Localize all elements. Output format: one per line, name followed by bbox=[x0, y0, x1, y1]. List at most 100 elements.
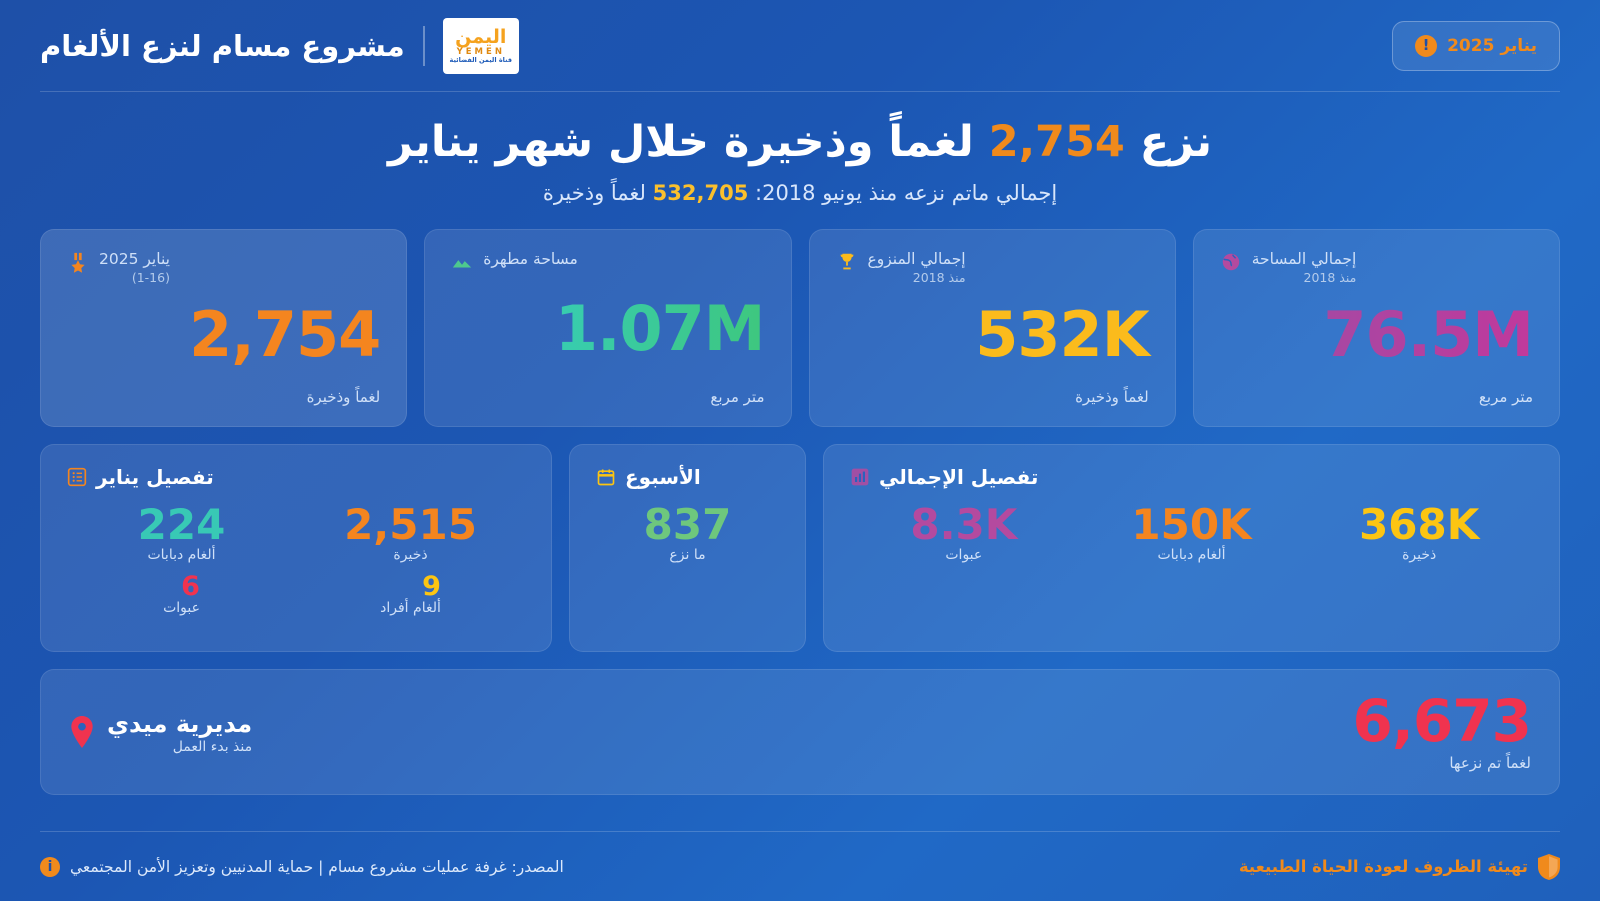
kpi-value: 1.07M bbox=[451, 297, 766, 360]
footer-source-text: المصدر: غرفة عمليات مشروع مسام | حماية ا… bbox=[70, 857, 564, 876]
district-banner: مديرية ميدي منذ بدء العمل 6,673 لغماً تم… bbox=[40, 669, 1560, 796]
panel-total-detail: تفصيل الإجمالي 368K ذخيرة 150K ألغام دبا… bbox=[823, 444, 1560, 653]
headline-prefix: نزع bbox=[1139, 117, 1213, 167]
kpi-value: 532K bbox=[975, 297, 1149, 371]
stat-label: عبوات bbox=[945, 546, 983, 563]
kpi-header-text: إجمالي المنزوع منذ 2018 bbox=[868, 250, 966, 285]
stat-cell: 368K ذخيرة bbox=[1305, 500, 1533, 563]
footer-slogan: تهيئة الظروف لعودة الحياة الطبيعية bbox=[1238, 853, 1560, 880]
kpi-value: 76.5M bbox=[1220, 303, 1534, 366]
kpi-value: 2,754 bbox=[189, 297, 381, 371]
district-subtitle: منذ بدء العمل bbox=[172, 738, 253, 755]
stat-label: ما نزع bbox=[669, 546, 706, 563]
stat-label: ذخيرة bbox=[393, 546, 428, 563]
stat-label: ذخيرة bbox=[1402, 546, 1437, 563]
kpi-title: إجمالي المساحة bbox=[1251, 250, 1357, 269]
kpi-card-january-2025: يناير 2025 (1-16) 2,754 لغماً وذخيرة bbox=[40, 229, 408, 428]
page-title: مشروع مسام لنزع الألغام bbox=[40, 28, 405, 63]
subheadline: إجمالي ماتم نزعه منذ يونيو 2018: 532,705… bbox=[40, 181, 1560, 205]
kpi-card-total-removed: إجمالي المنزوع منذ 2018 532K لغماً وذخير… bbox=[808, 229, 1176, 428]
kpi-header: إجمالي المساحة منذ 2018 bbox=[1220, 250, 1533, 285]
alert-icon: ! bbox=[1415, 34, 1438, 57]
page-header: اليمن YEMEN قناة اليمن الفضائية مشروع مس… bbox=[40, 0, 1560, 92]
kpi-title: مساحة مطهرة bbox=[483, 250, 578, 269]
panel-header: تفصيل الإجمالي bbox=[850, 465, 1533, 489]
logo-subtitle-text: قناة اليمن الفضائية bbox=[449, 56, 513, 64]
district-value: 6,673 bbox=[1352, 687, 1532, 756]
panel-header: الأسبوع bbox=[596, 465, 779, 489]
info-icon: i bbox=[40, 856, 60, 877]
stat-cell: 837 ما نزع bbox=[596, 503, 779, 563]
stat-value: 9 bbox=[422, 570, 441, 602]
kpi-unit: متر مربع bbox=[710, 388, 765, 407]
stat-cell: 150K ألغام دبابات bbox=[1078, 500, 1306, 563]
stat-cell: 2,515 ذخيرة 9 ألغام أفراد bbox=[296, 500, 525, 616]
stat-value: 224 bbox=[137, 500, 226, 550]
stat-value: 2,515 bbox=[344, 500, 477, 550]
kpi-header-text: إجمالي المساحة منذ 2018 bbox=[1252, 250, 1357, 285]
kpi-unit: متر مربع bbox=[1478, 388, 1533, 407]
kpi-header: إجمالي المنزوع منذ 2018 bbox=[836, 250, 1149, 285]
subheadline-highlight: 532,705 bbox=[652, 181, 749, 206]
district-title: مديرية ميدي bbox=[107, 710, 253, 739]
panel-week: الأسبوع 837 ما نزع bbox=[569, 444, 806, 653]
header-divider bbox=[422, 25, 425, 66]
panel-header: تفصيل يناير bbox=[67, 465, 525, 489]
shield-icon bbox=[1538, 853, 1560, 880]
mountain-icon bbox=[451, 251, 473, 273]
trophy-icon bbox=[836, 251, 858, 273]
stat-value: 6 bbox=[181, 570, 200, 602]
subheadline-suffix: لغماً وذخيرة bbox=[542, 181, 646, 206]
brand-block: اليمن YEMEN قناة اليمن الفضائية مشروع مس… bbox=[40, 17, 519, 74]
week-stats: 837 ما نزع bbox=[596, 503, 779, 563]
kpi-since: منذ 2018 bbox=[1303, 269, 1357, 285]
stat-value: 8.3K bbox=[910, 500, 1018, 550]
panel-title: تفصيل يناير bbox=[96, 465, 214, 490]
logo-english-text: YEMEN bbox=[456, 46, 505, 57]
kpi-title: إجمالي المنزوع bbox=[867, 250, 966, 269]
kpi-since: منذ 2018 bbox=[912, 269, 966, 285]
kpi-card-row: إجمالي المساحة منذ 2018 76.5M متر مربع إ… bbox=[40, 229, 1560, 428]
logo-arabic-text: اليمن bbox=[455, 25, 507, 48]
stat-cell: 224 ألغام دبابات 6 عبوات bbox=[67, 500, 296, 616]
globe-icon bbox=[1220, 251, 1242, 273]
kpi-header-text: مساحة مطهرة bbox=[483, 250, 578, 269]
kpi-header-text: يناير 2025 (1-16) bbox=[99, 250, 170, 285]
panel-title: الأسبوع bbox=[625, 465, 701, 490]
kpi-header: مساحة مطهرة bbox=[451, 250, 764, 273]
district-text-block: مديرية ميدي منذ بدء العمل bbox=[107, 710, 252, 755]
list-icon bbox=[67, 467, 87, 487]
stat-value: 368K bbox=[1359, 500, 1480, 550]
kpi-unit: لغماً وذخيرة bbox=[1075, 388, 1149, 407]
kpi-card-total-area: إجمالي المساحة منذ 2018 76.5M متر مربع bbox=[1192, 229, 1560, 428]
kpi-card-cleared-area: مساحة مطهرة 1.07M متر مربع bbox=[424, 229, 792, 428]
headline: نزع 2,754 لغماً وذخيرة خلال شهر يناير bbox=[40, 117, 1560, 167]
subheadline-prefix: إجمالي ماتم نزعه منذ يونيو 2018: bbox=[755, 181, 1058, 206]
stat-subgroup: 9 ألغام أفراد bbox=[380, 570, 441, 616]
month-badge[interactable]: ! يناير 2025 bbox=[1392, 20, 1560, 71]
panel-january-detail: تفصيل يناير 2,515 ذخيرة 9 ألغام أفراد bbox=[40, 444, 552, 653]
kpi-unit: لغماً وذخيرة bbox=[306, 388, 381, 407]
stat-label: ألغام دبابات bbox=[1157, 546, 1226, 563]
bar-chart-icon bbox=[850, 467, 870, 487]
district-stat: 6,673 لغماً تم نزعها bbox=[1352, 687, 1532, 773]
district-unit: لغماً تم نزعها bbox=[1449, 754, 1531, 773]
stat-cell: 8.3K عبوات bbox=[850, 500, 1078, 563]
headline-suffix: لغماً وذخيرة خلال شهر يناير bbox=[387, 117, 974, 167]
page-footer: i المصدر: غرفة عمليات مشروع مسام | حماية… bbox=[40, 831, 1560, 901]
january-detail-stats: 2,515 ذخيرة 9 ألغام أفراد 224 ألغام دباب… bbox=[67, 500, 525, 616]
stat-label: عبوات bbox=[163, 599, 200, 616]
yemen-channel-logo: اليمن YEMEN قناة اليمن الفضائية bbox=[442, 17, 519, 74]
kpi-title: يناير 2025 bbox=[99, 250, 170, 269]
total-detail-stats: 368K ذخيرة 150K ألغام دبابات 8.3K عبوات bbox=[850, 500, 1533, 563]
kpi-header: يناير 2025 (1-16) bbox=[67, 250, 380, 285]
location-pin-icon bbox=[69, 716, 95, 749]
title-block: نزع 2,754 لغماً وذخيرة خلال شهر يناير إج… bbox=[40, 92, 1560, 221]
kpi-since: (1-16) bbox=[131, 269, 170, 285]
stat-label: ألغام دبابات bbox=[147, 546, 216, 563]
stat-value: 150K bbox=[1131, 500, 1252, 550]
stat-subgroup: 6 عبوات bbox=[163, 570, 200, 616]
headline-highlight: 2,754 bbox=[988, 117, 1125, 167]
footer-slogan-text: تهيئة الظروف لعودة الحياة الطبيعية bbox=[1238, 857, 1528, 876]
